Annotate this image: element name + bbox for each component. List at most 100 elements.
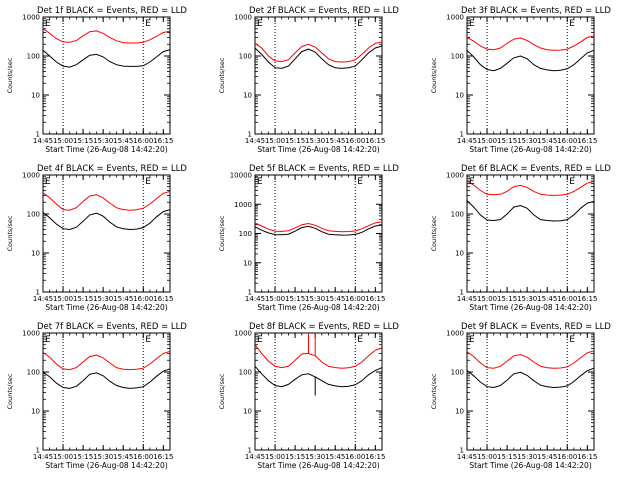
x-tick-label: 15:45 — [113, 295, 133, 303]
series-line-red-lld — [255, 221, 382, 233]
y-tick-label: 100 — [451, 211, 464, 219]
y-tick-label: 100 — [239, 53, 252, 61]
y-tick-label: 1000 — [22, 330, 40, 338]
y-axis-label: Counts/sec — [6, 57, 14, 93]
x-axis-label: Start Time (26-Aug-08 14:42:20) — [469, 303, 591, 312]
chart-panel-4: Det 4f BLACK = Events, RED = LLD Counts/s… — [6, 164, 187, 312]
series-line-black-events — [43, 49, 170, 68]
series-line-red-lld — [43, 28, 170, 44]
y-axis-label: Counts/sec — [218, 373, 226, 409]
x-tick-label: 15:00 — [477, 137, 497, 145]
x-tick-label: 15:45 — [537, 295, 557, 303]
x-axis-label: Start Time (26-Aug-08 14:42:20) — [45, 145, 167, 154]
x-tick-label: 15:30 — [305, 295, 325, 303]
x-tick-label: 16:00 — [345, 137, 365, 145]
x-tick-label: 15:15 — [73, 453, 93, 461]
y-tick-label: 100 — [239, 230, 252, 238]
series-line-red-lld — [43, 350, 170, 371]
x-tick-label: 16:00 — [345, 453, 365, 461]
y-tick-label: 1 — [460, 447, 464, 455]
chart-panel-9: Det 9f BLACK = Events, RED = LLD Counts/s… — [430, 322, 611, 470]
x-tick-label: 16:15 — [153, 453, 173, 461]
x-tick-label: 15:30 — [305, 137, 325, 145]
marker-label: E — [45, 19, 51, 29]
y-tick-label: 10 — [243, 259, 252, 267]
chart-title: Det 6f BLACK = Events, RED = LLD — [461, 164, 611, 174]
y-tick-label: 1000 — [446, 14, 464, 22]
x-tick-label: 15:45 — [113, 137, 133, 145]
y-tick-label: 1 — [248, 447, 252, 455]
series-line-black-events — [255, 45, 382, 69]
plot-frame — [466, 174, 595, 293]
y-axis-label: Counts/sec — [430, 57, 438, 93]
chart-title: Det 8f BLACK = Events, RED = LLD — [249, 322, 399, 332]
marker-label: E — [145, 335, 151, 345]
y-tick-label: 10 — [31, 250, 40, 258]
series-line-red-lld — [255, 333, 382, 369]
x-tick-label: 14:45 — [457, 453, 477, 461]
x-tick-label: 16:00 — [557, 137, 577, 145]
x-tick-label: 15:30 — [305, 453, 325, 461]
y-tick-label: 100 — [239, 369, 252, 377]
marker-label: E — [569, 335, 575, 345]
x-tick-label: 15:15 — [73, 137, 93, 145]
y-tick-label: 10 — [455, 92, 464, 100]
plot-frame — [254, 16, 383, 135]
y-tick-label: 1000 — [22, 172, 40, 180]
x-tick-label: 16:15 — [577, 295, 597, 303]
chart-title: Det 3f BLACK = Events, RED = LLD — [461, 6, 611, 16]
series-line-black-events — [43, 368, 170, 389]
x-axis-label: Start Time (26-Aug-08 14:42:20) — [45, 461, 167, 470]
x-tick-label: 15:00 — [53, 137, 73, 145]
chart-title: Det 9f BLACK = Events, RED = LLD — [461, 322, 611, 332]
x-tick-label: 16:00 — [133, 137, 153, 145]
x-tick-label: 16:15 — [365, 137, 385, 145]
series-line-black-events — [255, 365, 382, 396]
x-tick-label: 16:00 — [557, 453, 577, 461]
plot-frame — [254, 332, 383, 451]
x-tick-label: 16:15 — [365, 295, 385, 303]
y-tick-label: 10 — [31, 408, 40, 416]
x-axis-label: Start Time (26-Aug-08 14:42:20) — [257, 303, 379, 312]
chart-title: Det 7f BLACK = Events, RED = LLD — [37, 322, 187, 332]
x-tick-label: 15:00 — [265, 453, 285, 461]
x-tick-label: 15:45 — [537, 453, 557, 461]
marker-label: E — [569, 19, 575, 29]
y-tick-label: 1000 — [446, 330, 464, 338]
y-axis-label: Counts/sec — [6, 373, 14, 409]
x-tick-label: 15:00 — [477, 453, 497, 461]
x-axis-label: Start Time (26-Aug-08 14:42:20) — [469, 461, 591, 470]
chart-title: Det 4f BLACK = Events, RED = LLD — [37, 164, 187, 174]
marker-label: E — [357, 177, 363, 187]
x-tick-label: 14:45 — [245, 453, 265, 461]
chart-panel-2: Det 2f BLACK = Events, RED = LLD Counts/s… — [218, 6, 399, 154]
x-tick-label: 16:00 — [557, 295, 577, 303]
marker-label: E — [569, 177, 575, 187]
chart-panel-7: Det 7f BLACK = Events, RED = LLD Counts/s… — [6, 322, 187, 470]
x-tick-label: 15:15 — [497, 137, 517, 145]
y-tick-label: 10 — [455, 250, 464, 258]
y-tick-label: 100 — [27, 211, 40, 219]
x-tick-label: 15:00 — [265, 295, 285, 303]
x-tick-label: 14:45 — [457, 295, 477, 303]
marker-label: E — [145, 19, 151, 29]
x-tick-label: 14:45 — [457, 137, 477, 145]
x-tick-label: 15:45 — [537, 137, 557, 145]
chart-panel-8: Det 8f BLACK = Events, RED = LLD Counts/s… — [218, 322, 399, 470]
y-tick-label: 1000 — [234, 14, 252, 22]
x-tick-label: 15:45 — [325, 137, 345, 145]
plot-frame — [466, 16, 595, 135]
x-tick-label: 16:15 — [153, 295, 173, 303]
y-tick-label: 10 — [455, 408, 464, 416]
x-tick-label: 16:00 — [133, 453, 153, 461]
x-tick-label: 16:00 — [133, 295, 153, 303]
x-tick-label: 15:15 — [73, 295, 93, 303]
x-tick-label: 15:00 — [53, 295, 73, 303]
x-tick-label: 15:00 — [265, 137, 285, 145]
plot-frame — [42, 174, 171, 293]
chart-title: Det 2f BLACK = Events, RED = LLD — [249, 6, 399, 16]
chart-title: Det 5f BLACK = Events, RED = LLD — [249, 164, 399, 174]
series-line-red-lld — [255, 41, 382, 63]
x-tick-label: 14:45 — [245, 295, 265, 303]
